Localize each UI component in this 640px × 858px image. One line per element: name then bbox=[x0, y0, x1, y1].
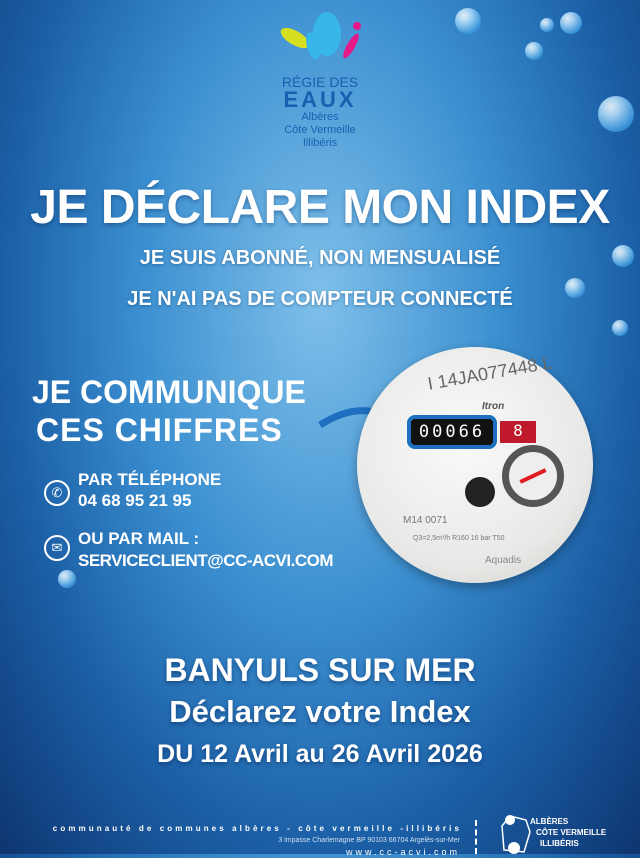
bubble bbox=[455, 8, 481, 34]
bubble bbox=[560, 12, 582, 34]
bubble bbox=[565, 278, 585, 298]
dates: DU 12 Avril au 26 Avril 2026 bbox=[157, 740, 483, 768]
logo: RÉGIE DES EAUX Albères Côte Vermeille Il… bbox=[265, 10, 375, 150]
subtitle-1: JE SUIS ABONNÉ, NON MENSUALISÉ bbox=[139, 247, 501, 269]
communicate-line2: CES CHIFFRES bbox=[36, 412, 283, 448]
footer-logo: ALBÈRES CÔTE VERMEILLE ILLIBÉRIS bbox=[496, 812, 636, 854]
footer-divider bbox=[475, 820, 477, 854]
water-splash-icon bbox=[280, 12, 361, 60]
meter-marking: M14 0071 bbox=[403, 515, 448, 526]
phone-icon: ✆ bbox=[44, 480, 70, 506]
meter-serial: I 14JA077448 L bbox=[426, 352, 554, 394]
meter-red-digits: 8 bbox=[500, 421, 536, 443]
town-name: BANYULS SUR MER bbox=[164, 652, 476, 688]
logo-line4: Côte Vermeille bbox=[284, 124, 356, 136]
bubble bbox=[598, 96, 634, 132]
footer-logo-line3: ILLIBÉRIS bbox=[540, 839, 579, 848]
bubble bbox=[540, 18, 554, 32]
footer-address: 3 impasse Charlemagne BP 90103 66704 Arg… bbox=[278, 837, 460, 844]
logo-line1: RÉGIE DES bbox=[281, 74, 359, 90]
declare-heading: Déclarez votre Index bbox=[169, 694, 471, 729]
bubble bbox=[612, 320, 628, 336]
footer-logo-line1: ALBÈRES bbox=[530, 817, 569, 826]
bubble bbox=[525, 42, 543, 60]
meter-maker: Aquadis bbox=[485, 555, 522, 566]
subtitle-2: JE N'AI PAS DE COMPTEUR CONNECTÉ bbox=[127, 288, 513, 310]
water-meter-image: I 14JA077448 L Itron 00066 8 M14 0071 Q3… bbox=[357, 347, 593, 583]
logo-line3: Albères bbox=[301, 111, 339, 123]
mail-address[interactable]: SERVICECLIENT@CC-ACVI.COM bbox=[78, 551, 334, 570]
meter-spec: Q3=2,5m³/h R160 16 bar T50 bbox=[413, 535, 505, 542]
logo-line5: Illibéris bbox=[302, 137, 338, 149]
footer-website[interactable]: www.cc-acvi.com bbox=[345, 847, 460, 857]
page-title: JE DÉCLARE MON INDEX bbox=[30, 181, 610, 234]
phone-number[interactable]: 04 68 95 21 95 bbox=[78, 491, 192, 510]
meter-dial bbox=[502, 445, 564, 507]
phone-label: PAR TÉLÉPHONE bbox=[78, 470, 222, 489]
mail-label: OU PAR MAIL : bbox=[78, 529, 200, 548]
bubble bbox=[612, 245, 634, 267]
meter-button bbox=[465, 477, 495, 507]
bubble bbox=[58, 570, 76, 588]
meter-digits: 00066 bbox=[418, 422, 486, 442]
mail-icon: ✉ bbox=[44, 535, 70, 561]
logo-line2: EAUX bbox=[283, 87, 357, 112]
meter-index-highlight: 00066 bbox=[407, 415, 497, 449]
footer-org: communauté de communes albères - côte ve… bbox=[52, 824, 462, 833]
footer-logo-line2: CÔTE VERMEILLE bbox=[536, 828, 607, 837]
region-map-icon bbox=[501, 815, 531, 854]
communicate-line1: JE COMMUNIQUE bbox=[32, 374, 306, 410]
meter-brand: Itron bbox=[482, 401, 505, 412]
